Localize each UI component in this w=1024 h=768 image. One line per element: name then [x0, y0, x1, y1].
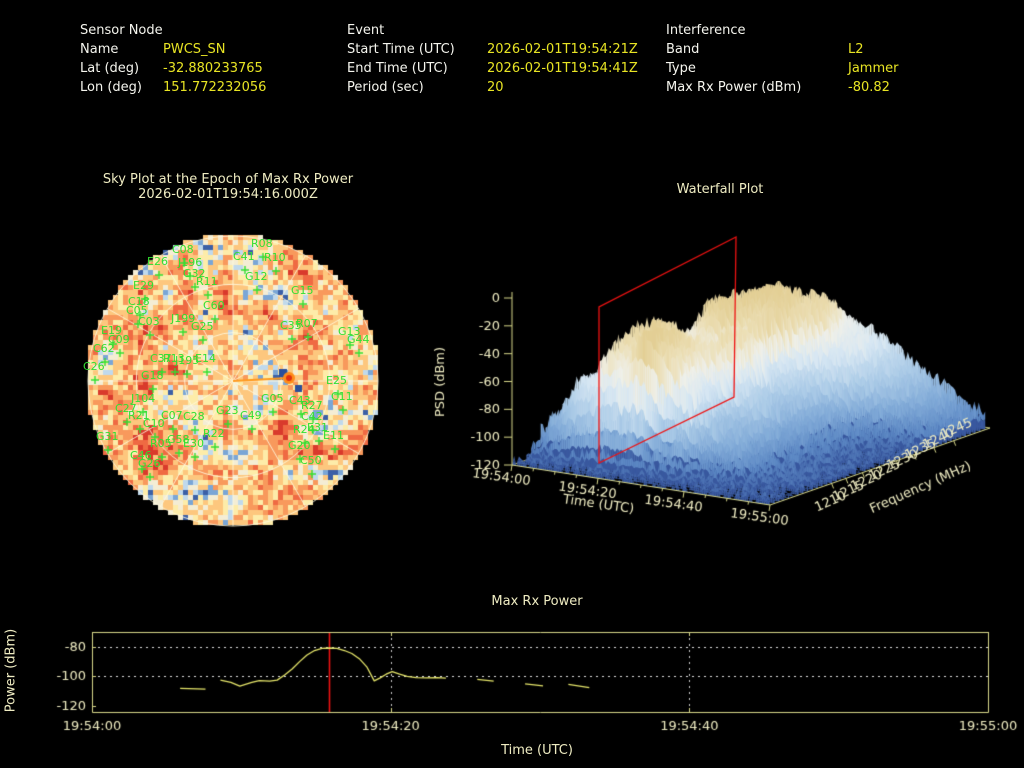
event-end-label: End Time (UTC)	[347, 61, 448, 76]
sensor-node-panel: Sensor Node Name PWCS_SN Lat (deg) -32.8…	[80, 21, 266, 97]
sensor-name-value: PWCS_SN	[163, 42, 226, 57]
waterfall-canvas	[420, 200, 1024, 550]
sensor-node-title: Sensor Node	[80, 23, 163, 38]
skyplot-title-line1: Sky Plot at the Epoch of Max Rx Power	[102, 172, 354, 187]
power-plot-canvas	[0, 585, 1024, 768]
event-panel: Event Start Time (UTC) 2026-02-01T19:54:…	[347, 21, 638, 97]
interference-type-value: Jammer	[848, 61, 899, 76]
sensor-lon-value: 151.772232056	[163, 80, 267, 95]
skyplot-title-line2: 2026-02-01T19:54:16.000Z	[138, 187, 318, 202]
skyplot-title: Sky Plot at the Epoch of Max Rx Power 20…	[63, 172, 393, 202]
interference-title: Interference	[666, 23, 746, 38]
interference-type-row: Type Jammer	[666, 59, 898, 78]
interference-power-label: Max Rx Power (dBm)	[666, 80, 802, 95]
event-end-row: End Time (UTC) 2026-02-01T19:54:41Z	[347, 59, 638, 78]
interference-band-row: Band L2	[666, 40, 898, 59]
interference-power-value: -80.82	[848, 80, 890, 95]
event-start-row: Start Time (UTC) 2026-02-01T19:54:21Z	[347, 40, 638, 59]
event-start-label: Start Time (UTC)	[347, 42, 455, 57]
event-period-row: Period (sec) 20	[347, 78, 638, 97]
sensor-lat-label: Lat (deg)	[80, 61, 140, 76]
interference-type-label: Type	[666, 61, 696, 76]
interference-panel: Interference Band L2 Type Jammer Max Rx …	[666, 21, 898, 97]
event-title: Event	[347, 23, 385, 38]
sensor-lat-row: Lat (deg) -32.880233765	[80, 59, 266, 78]
waterfall-title: Waterfall Plot	[676, 182, 764, 197]
skyplot-canvas	[83, 230, 383, 532]
sensor-lon-label: Lon (deg)	[80, 80, 142, 95]
event-period-value: 20	[487, 80, 504, 95]
sensor-lat-value: -32.880233765	[163, 61, 263, 76]
interference-power-row: Max Rx Power (dBm) -80.82	[666, 78, 898, 97]
event-start-value: 2026-02-01T19:54:21Z	[487, 42, 638, 57]
event-end-value: 2026-02-01T19:54:41Z	[487, 61, 638, 76]
event-period-label: Period (sec)	[347, 80, 424, 95]
sensor-name-label: Name	[80, 42, 119, 57]
interference-band-label: Band	[666, 42, 700, 57]
sensor-lon-row: Lon (deg) 151.772232056	[80, 78, 266, 97]
interference-band-value: L2	[848, 42, 864, 57]
sensor-name-row: Name PWCS_SN	[80, 40, 266, 59]
